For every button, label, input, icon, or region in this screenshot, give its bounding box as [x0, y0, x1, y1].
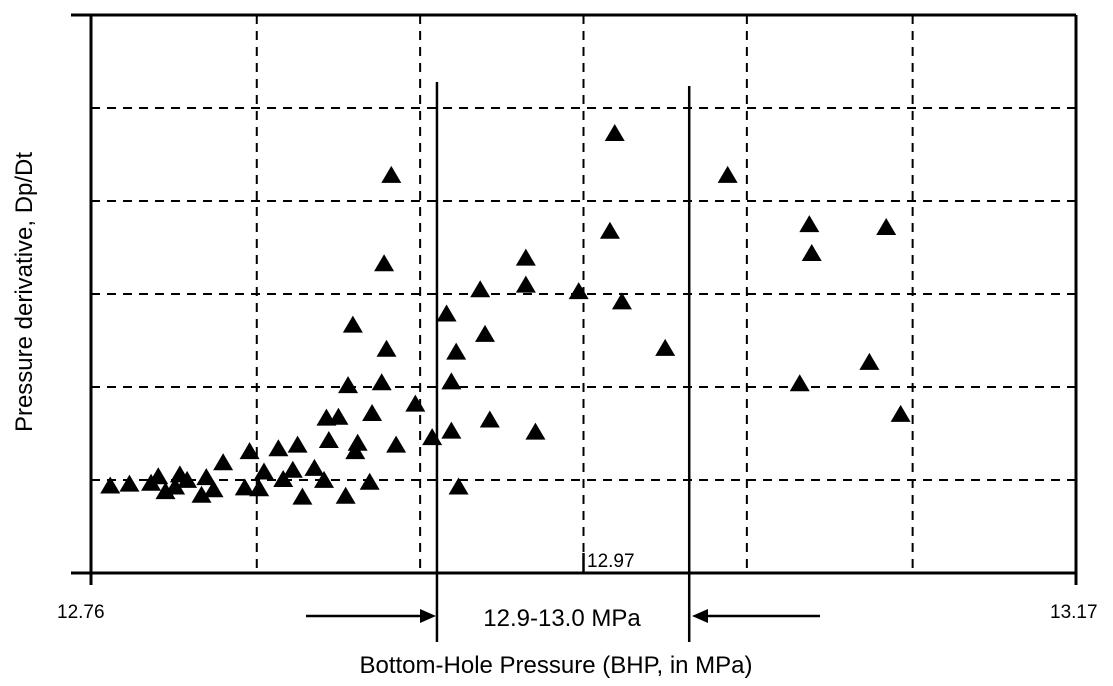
- data-point-42: [441, 372, 462, 390]
- range-boundary-lines: [435, 82, 691, 642]
- data-point-47: [475, 324, 495, 342]
- grid: [91, 15, 1076, 573]
- data-point-29: [342, 315, 363, 333]
- data-point-15: [249, 479, 270, 497]
- data-point-48: [479, 410, 500, 428]
- data-point-18: [273, 470, 294, 487]
- data-point-35: [374, 254, 395, 272]
- data-point-27: [335, 486, 356, 504]
- annotations: 12.97 12.9-13.0 MPa: [306, 551, 820, 632]
- data-point-46: [470, 280, 491, 298]
- data-point-33: [362, 403, 383, 421]
- data-point-50: [515, 275, 536, 293]
- data-point-12: [213, 453, 234, 471]
- data-point-55: [611, 292, 632, 310]
- data-point-6: [165, 477, 186, 495]
- axes: [71, 13, 1078, 585]
- x-axis-title: Bottom-Hole Pressure (BHP, in MPa): [359, 652, 752, 679]
- data-point-22: [304, 458, 325, 476]
- data-point-37: [381, 165, 402, 183]
- mid-marker-label: 12.97: [587, 551, 635, 572]
- data-point-63: [890, 404, 911, 422]
- data-point-60: [801, 244, 822, 262]
- x-tick-label-min: 12.76: [57, 602, 105, 623]
- right-range-arrow-head: [692, 609, 708, 623]
- data-point-51: [525, 422, 546, 440]
- data-point-13: [234, 478, 255, 496]
- data-point-45: [448, 477, 469, 495]
- data-point-58: [789, 374, 810, 392]
- x-tick-label-max: 13.17: [1050, 602, 1098, 623]
- data-point-23: [314, 470, 335, 488]
- data-point-36: [376, 339, 397, 357]
- data-point-41: [436, 304, 457, 322]
- data-point-1: [100, 476, 121, 494]
- data-point-59: [799, 215, 820, 233]
- range-label: 12.9-13.0 MPa: [483, 605, 641, 632]
- data-point-21: [292, 487, 313, 505]
- data-point-38: [386, 435, 407, 453]
- data-point-5: [155, 482, 176, 500]
- data-point-19: [282, 460, 303, 478]
- data-point-2: [119, 474, 140, 492]
- data-points: [100, 124, 911, 505]
- data-point-40: [422, 428, 443, 446]
- data-point-16: [253, 462, 274, 480]
- data-point-34: [371, 373, 392, 391]
- data-point-11: [203, 480, 224, 498]
- data-point-56: [655, 338, 676, 356]
- data-point-54: [604, 124, 625, 142]
- data-point-57: [717, 165, 738, 183]
- data-point-28: [338, 376, 359, 394]
- data-point-8: [177, 470, 198, 488]
- data-point-25: [318, 430, 339, 448]
- left-range-arrow-head: [420, 609, 436, 623]
- data-point-17: [268, 439, 289, 457]
- data-point-32: [359, 472, 380, 490]
- axis-labels: 12.76 13.17 Bottom-Hole Pressure (BHP, i…: [11, 152, 1098, 679]
- data-point-39: [405, 394, 426, 412]
- data-point-9: [191, 485, 212, 503]
- data-point-62: [876, 217, 897, 235]
- data-point-4: [148, 467, 169, 485]
- y-axis-title: Pressure derivative, Dp/Dt: [11, 152, 38, 432]
- data-point-43: [441, 421, 462, 439]
- data-point-14: [239, 442, 260, 460]
- data-point-49: [515, 248, 536, 266]
- data-point-20: [287, 435, 308, 453]
- data-point-31: [347, 433, 368, 451]
- data-point-53: [599, 221, 620, 239]
- data-point-44: [446, 342, 467, 360]
- data-point-61: [859, 352, 880, 370]
- data-point-52: [568, 282, 589, 300]
- data-point-26: [328, 407, 349, 425]
- data-point-10: [196, 468, 217, 486]
